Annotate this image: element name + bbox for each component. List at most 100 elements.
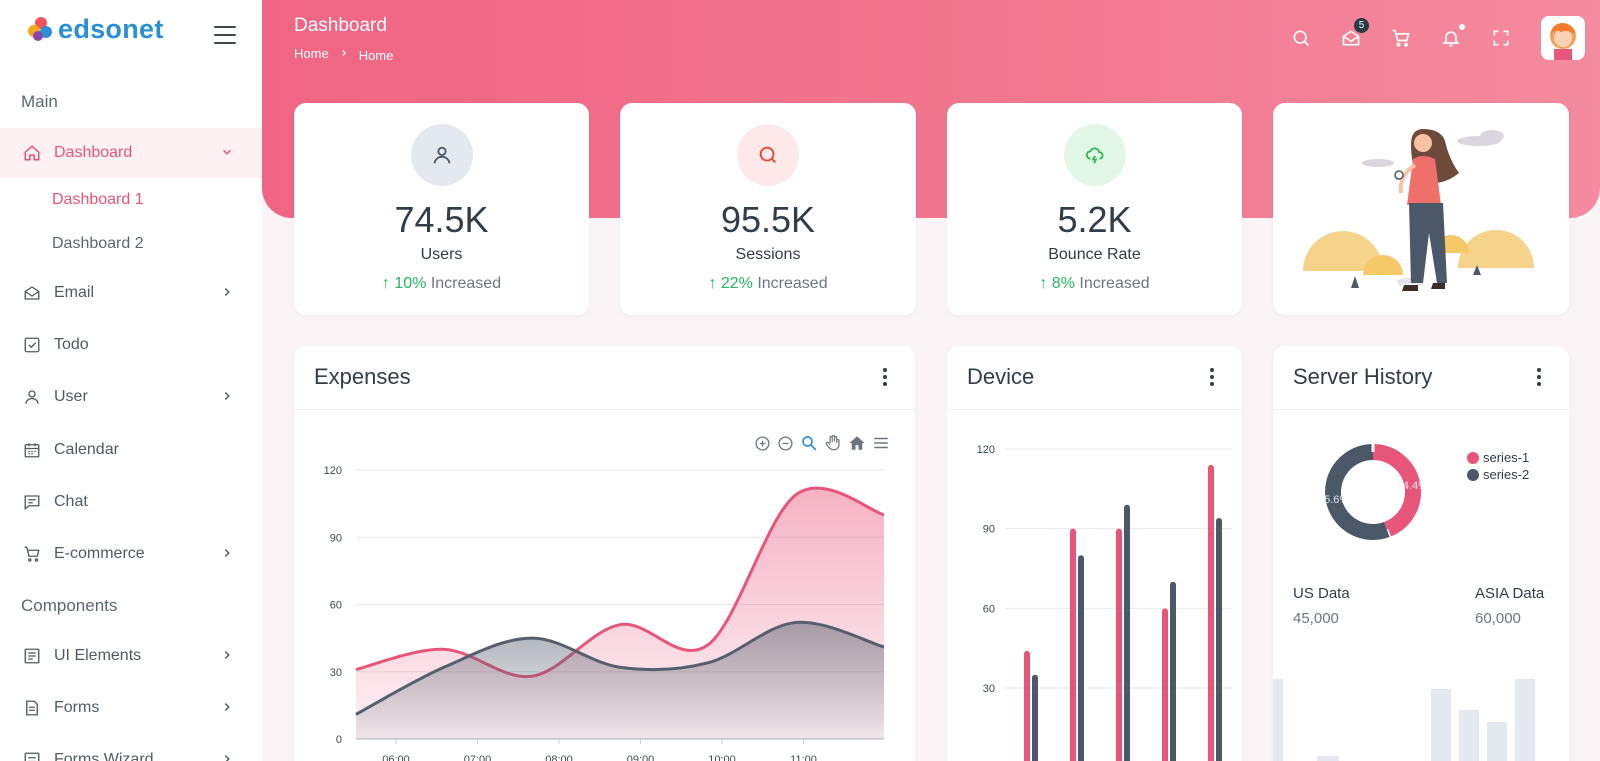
sidebar-item-todo[interactable]: Todo: [0, 320, 262, 370]
panel-title: Device: [967, 364, 1035, 389]
bar-series-2-4: [1170, 581, 1176, 761]
zoom-in-icon[interactable]: [754, 435, 771, 457]
bar-series-2-2: [1078, 555, 1084, 761]
sidebar-item-calendar[interactable]: Calendar: [0, 425, 262, 475]
sidebar-item-label: Forms: [54, 699, 100, 716]
donut-slice-2: [1325, 444, 1390, 540]
menu-toggle-icon[interactable]: [214, 26, 236, 46]
breadcrumb-home[interactable]: Home: [294, 46, 329, 61]
sidebar-item-label: Chat: [54, 493, 88, 510]
logo-icon: [28, 16, 54, 43]
sidebar-item-forms[interactable]: Forms: [0, 683, 262, 733]
chart-toolbar: [754, 434, 890, 457]
sidebar-item-email[interactable]: Email: [0, 268, 262, 318]
stat-trend: ↑ 8% Increased: [947, 275, 1242, 293]
legend-item-series-2[interactable]: series-2: [1467, 467, 1529, 482]
chevron-right-icon: [220, 285, 234, 304]
expenses-chart: 0 30 60 90 120 06:00 07:00 08:00 09:00 10:00 11:00: [324, 465, 885, 761]
chevron-right-icon: [220, 752, 234, 761]
user-icon: [410, 124, 473, 186]
chat-icon: [22, 492, 42, 512]
y-tick-label: 120: [324, 465, 342, 477]
breadcrumb: Home Home: [294, 44, 393, 63]
sidebar-item-ui-elements[interactable]: UI Elements: [0, 631, 262, 681]
asia-data-value: 60,000: [1475, 610, 1521, 627]
arrow-up-icon: ↑: [381, 275, 395, 292]
sidebar-item-label: Todo: [54, 336, 89, 353]
stat-card-users: 74.5K Users ↑ 10% Increased: [294, 103, 589, 315]
bar-series-1-5: [1208, 464, 1214, 761]
stat-percent: 22%: [720, 275, 753, 292]
illustration-card: [1273, 103, 1569, 315]
stat-value: 95.5K: [720, 199, 816, 240]
legend-label: series-1: [1483, 450, 1530, 465]
magnifier-icon[interactable]: [800, 434, 818, 457]
sidebar-item-label: User: [54, 388, 88, 405]
bar-series-1-3: [1116, 528, 1122, 761]
stat-trend-label: Increased: [757, 275, 828, 292]
bar-series-2-1: [1032, 674, 1038, 761]
search-icon[interactable]: [1289, 26, 1313, 50]
form-icon: [22, 698, 42, 718]
stat-label: Users: [420, 246, 463, 263]
cart-icon[interactable]: [1389, 26, 1413, 50]
sidebar-item-chat[interactable]: Chat: [0, 477, 262, 527]
y-tick-label: 90: [983, 524, 995, 536]
more-options-icon[interactable]: [1537, 368, 1543, 390]
submenu-item-dashboard-1[interactable]: Dashboard 1: [52, 191, 144, 208]
brand-name: edsonet: [58, 14, 164, 44]
list-icon: [22, 646, 42, 666]
stat-percent: 8%: [1051, 275, 1075, 292]
mail-icon[interactable]: 5: [1339, 18, 1369, 50]
avatar[interactable]: [1541, 16, 1585, 60]
chevron-right-icon: [220, 700, 234, 719]
sidebar-item-label: Email: [54, 284, 95, 301]
stat-percent: 10%: [394, 275, 427, 292]
brand-logo[interactable]: edsonet: [28, 14, 164, 45]
sidebar-item-user[interactable]: User: [0, 372, 262, 422]
menu-section-main: Main: [21, 92, 58, 111]
fullscreen-icon[interactable]: [1489, 26, 1513, 50]
bell-icon[interactable]: [1439, 24, 1465, 50]
more-options-icon[interactable]: [1210, 368, 1216, 390]
chart-menu-icon[interactable]: [872, 434, 890, 457]
y-tick-label: 60: [983, 603, 995, 615]
stat-label: Bounce Rate: [1048, 246, 1141, 263]
arrow-up-icon: ↑: [708, 275, 721, 292]
sidebar-item-ecommerce[interactable]: E-commerce: [0, 529, 262, 579]
stat-trend-label: Increased: [1079, 275, 1150, 292]
mail-icon: [22, 283, 42, 303]
sidebar: edsonet Main Dashboard Dashboard 1 Dashb…: [0, 0, 262, 761]
chevron-right-icon: [339, 46, 349, 61]
slice-label: 44.4%: [1397, 480, 1428, 492]
sidebar-item-label: UI Elements: [54, 647, 142, 664]
wizard-icon: [22, 750, 42, 761]
bar-series-1-1: [1024, 650, 1030, 761]
legend-item-series-1[interactable]: series-1: [1467, 450, 1529, 465]
divider: [294, 409, 915, 410]
cloud-icon: [1063, 124, 1126, 186]
home-icon: [22, 143, 42, 163]
chevron-right-icon: [220, 648, 234, 667]
bar-series-1-4: [1162, 608, 1168, 761]
sidebar-item-dashboard[interactable]: Dashboard: [0, 128, 262, 178]
submenu-item-dashboard-2[interactable]: Dashboard 2: [52, 235, 144, 252]
more-options-icon[interactable]: [883, 368, 889, 390]
reset-home-icon[interactable]: [848, 434, 866, 457]
zoom-out-icon[interactable]: [777, 435, 794, 457]
donut-legend: series-1 series-2: [1467, 450, 1529, 484]
pan-hand-icon[interactable]: [824, 434, 842, 457]
x-tick-label: 06:00: [382, 754, 410, 761]
series-area-2: [356, 622, 884, 739]
calendar-icon: [22, 440, 42, 460]
sidebar-item-label: Forms Wizard: [54, 751, 154, 761]
donut-slice-1: [1372, 444, 1421, 538]
y-tick-label: 90: [330, 532, 342, 544]
page-title: Dashboard: [294, 15, 387, 36]
mail-badge: 5: [1354, 18, 1369, 33]
y-tick-label: 0: [336, 734, 342, 746]
stat-value: 74.5K: [394, 199, 489, 240]
sidebar-item-forms-wizard[interactable]: Forms Wizard: [0, 735, 262, 761]
asia-data-label: ASIA Data: [1475, 585, 1545, 602]
device-panel: Device 30 60 90 120: [947, 346, 1242, 761]
